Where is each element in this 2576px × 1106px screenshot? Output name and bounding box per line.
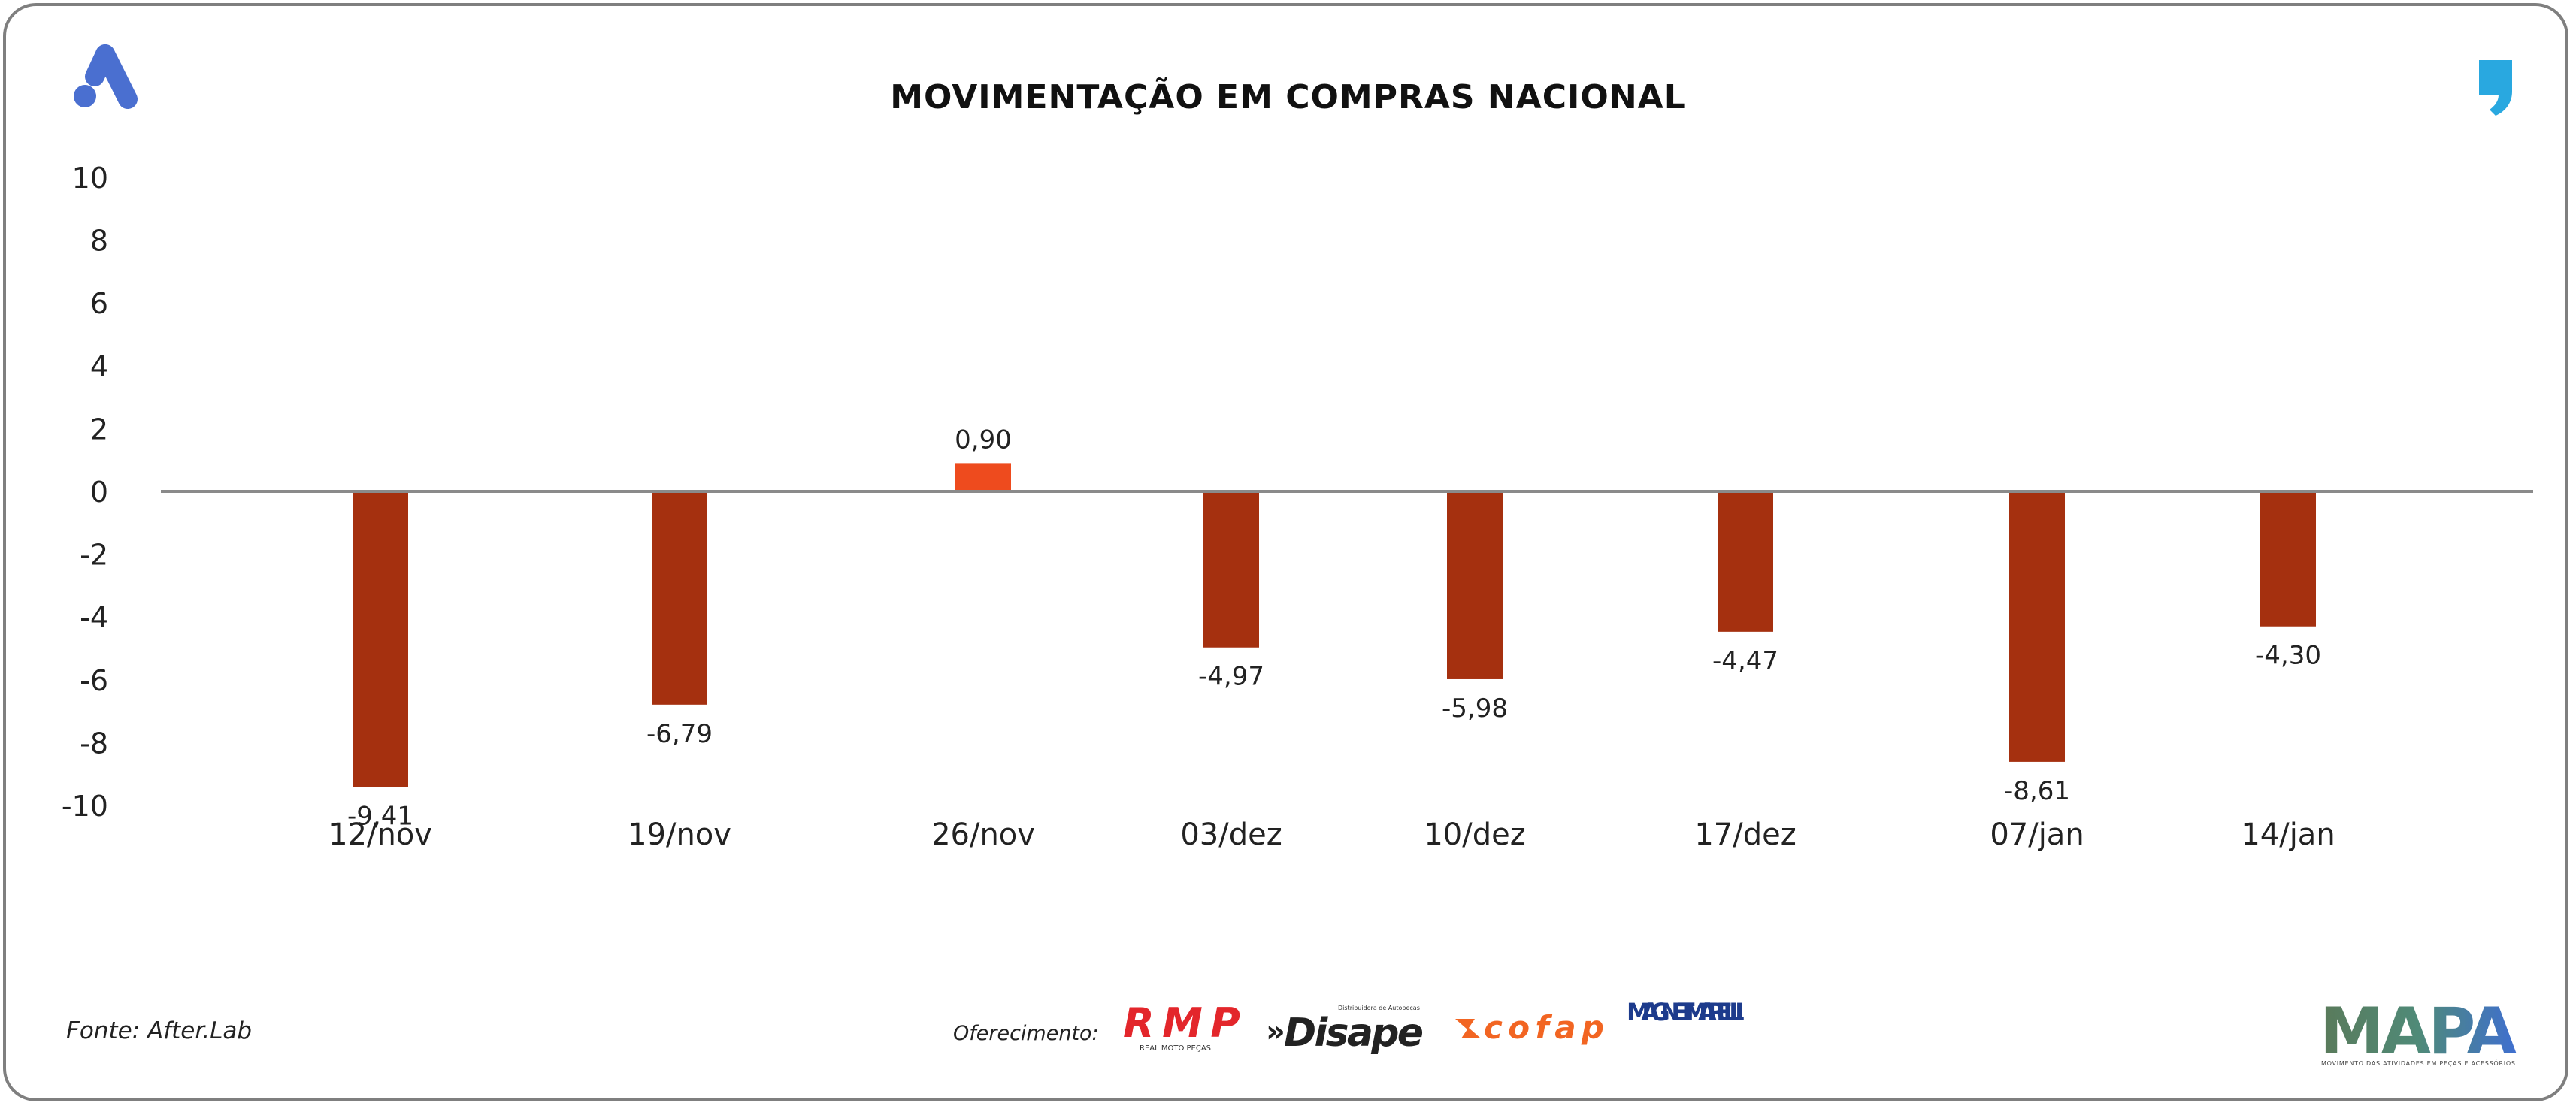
mapa-logo-text: MAPA xyxy=(2320,994,2517,1068)
y-tick-label: -8 xyxy=(80,727,108,760)
y-tick-label: -4 xyxy=(80,601,108,634)
sponsor-label: Oferecimento: xyxy=(953,1022,1099,1045)
quote-mark-icon xyxy=(2479,60,2512,116)
bars-group xyxy=(353,463,2316,787)
bar-19-nov xyxy=(652,491,707,705)
value-label: -5,98 xyxy=(1442,694,1508,724)
y-tick-label: 6 xyxy=(90,287,108,320)
value-label: 0,90 xyxy=(955,425,1012,455)
y-tick-label: 10 xyxy=(72,162,108,195)
x-tick-label: 10/dez xyxy=(1424,817,1525,852)
y-tick-label: -2 xyxy=(80,539,108,572)
source-note: Fonte: After.Lab xyxy=(66,1017,253,1044)
y-tick-label: -10 xyxy=(62,790,108,823)
rmp-logo-tagline: REAL MOTO PEÇAS xyxy=(1140,1044,1211,1053)
x-tick-label: 12/nov xyxy=(328,817,432,852)
bar-17-dez xyxy=(1718,491,1773,632)
bar-03-dez xyxy=(1203,491,1259,648)
cofap-logo: cofap xyxy=(1455,1009,1604,1046)
value-label: -9,41 xyxy=(347,801,413,831)
value-label: -6,79 xyxy=(646,719,713,749)
x-tick-label: 14/jan xyxy=(2241,817,2335,852)
y-tick-label: 2 xyxy=(90,412,108,446)
disape-logo-tagline: Distribuidora de Autopeças xyxy=(1338,1005,1420,1011)
value-labels: -9,41 -6,79 0,90 -4,97 -5,98 -4,47 -8,61 -4,30 xyxy=(347,425,2321,831)
rmp-logo-text: RMP xyxy=(1123,1001,1240,1047)
mapa-logo-tagline: MOVIMENTO DAS ATIVIDADES EM PEÇAS E ACES… xyxy=(2321,1059,2515,1067)
bar-10-dez xyxy=(1447,491,1503,679)
bar-26-nov xyxy=(955,463,1011,491)
magneti-marelli-logo-text: MAGNETI MARELLI xyxy=(1627,998,1745,1026)
value-label: -8,61 xyxy=(2004,776,2070,806)
x-tick-label: 26/nov xyxy=(931,817,1035,852)
y-tick-label: 8 xyxy=(90,225,108,258)
x-tick-label: 17/dez xyxy=(1694,817,1796,852)
y-tick-label: -6 xyxy=(80,664,108,697)
magneti-marelli-logo: MAGNETI MARELLI xyxy=(1627,998,1745,1026)
bar-14-jan xyxy=(2260,491,2316,627)
chart-frame xyxy=(3,3,2568,1101)
disape-logo-text: Disape xyxy=(1284,1011,1424,1056)
y-axis-ticks: 10 8 6 4 2 0 -2 -4 -6 -8 -10 xyxy=(62,162,108,823)
value-label: -4,30 xyxy=(2255,641,2321,671)
bar-12-nov xyxy=(353,491,408,787)
bar-07-jan xyxy=(2009,491,2065,762)
x-tick-label: 03/dez xyxy=(1180,817,1282,852)
x-tick-label: 19/nov xyxy=(628,817,731,852)
x-axis-labels: 12/nov 19/nov 26/nov 03/dez 10/dez 17/dez 07/j… xyxy=(328,817,2335,852)
cofap-logo-text: cofap xyxy=(1484,1009,1604,1046)
svg-text:»: » xyxy=(1266,1014,1285,1049)
x-tick-label: 07/jan xyxy=(1990,817,2084,852)
rmp-logo: RMP REAL MOTO PEÇAS xyxy=(1123,1001,1240,1053)
brand-a-icon xyxy=(74,44,138,109)
mapa-logo: MAPA MOVIMENTO DAS ATIVIDADES EM PEÇAS E… xyxy=(2320,994,2517,1068)
value-label: -4,47 xyxy=(1712,646,1778,676)
value-label: -4,97 xyxy=(1198,662,1264,692)
disape-logo: » Disape Distribuidora de Autopeças xyxy=(1266,1005,1424,1056)
y-tick-label: 0 xyxy=(90,476,108,509)
y-tick-label: 4 xyxy=(90,350,108,383)
chart-title: MOVIMENTAÇÃO EM COMPRAS NACIONAL xyxy=(890,78,1686,116)
